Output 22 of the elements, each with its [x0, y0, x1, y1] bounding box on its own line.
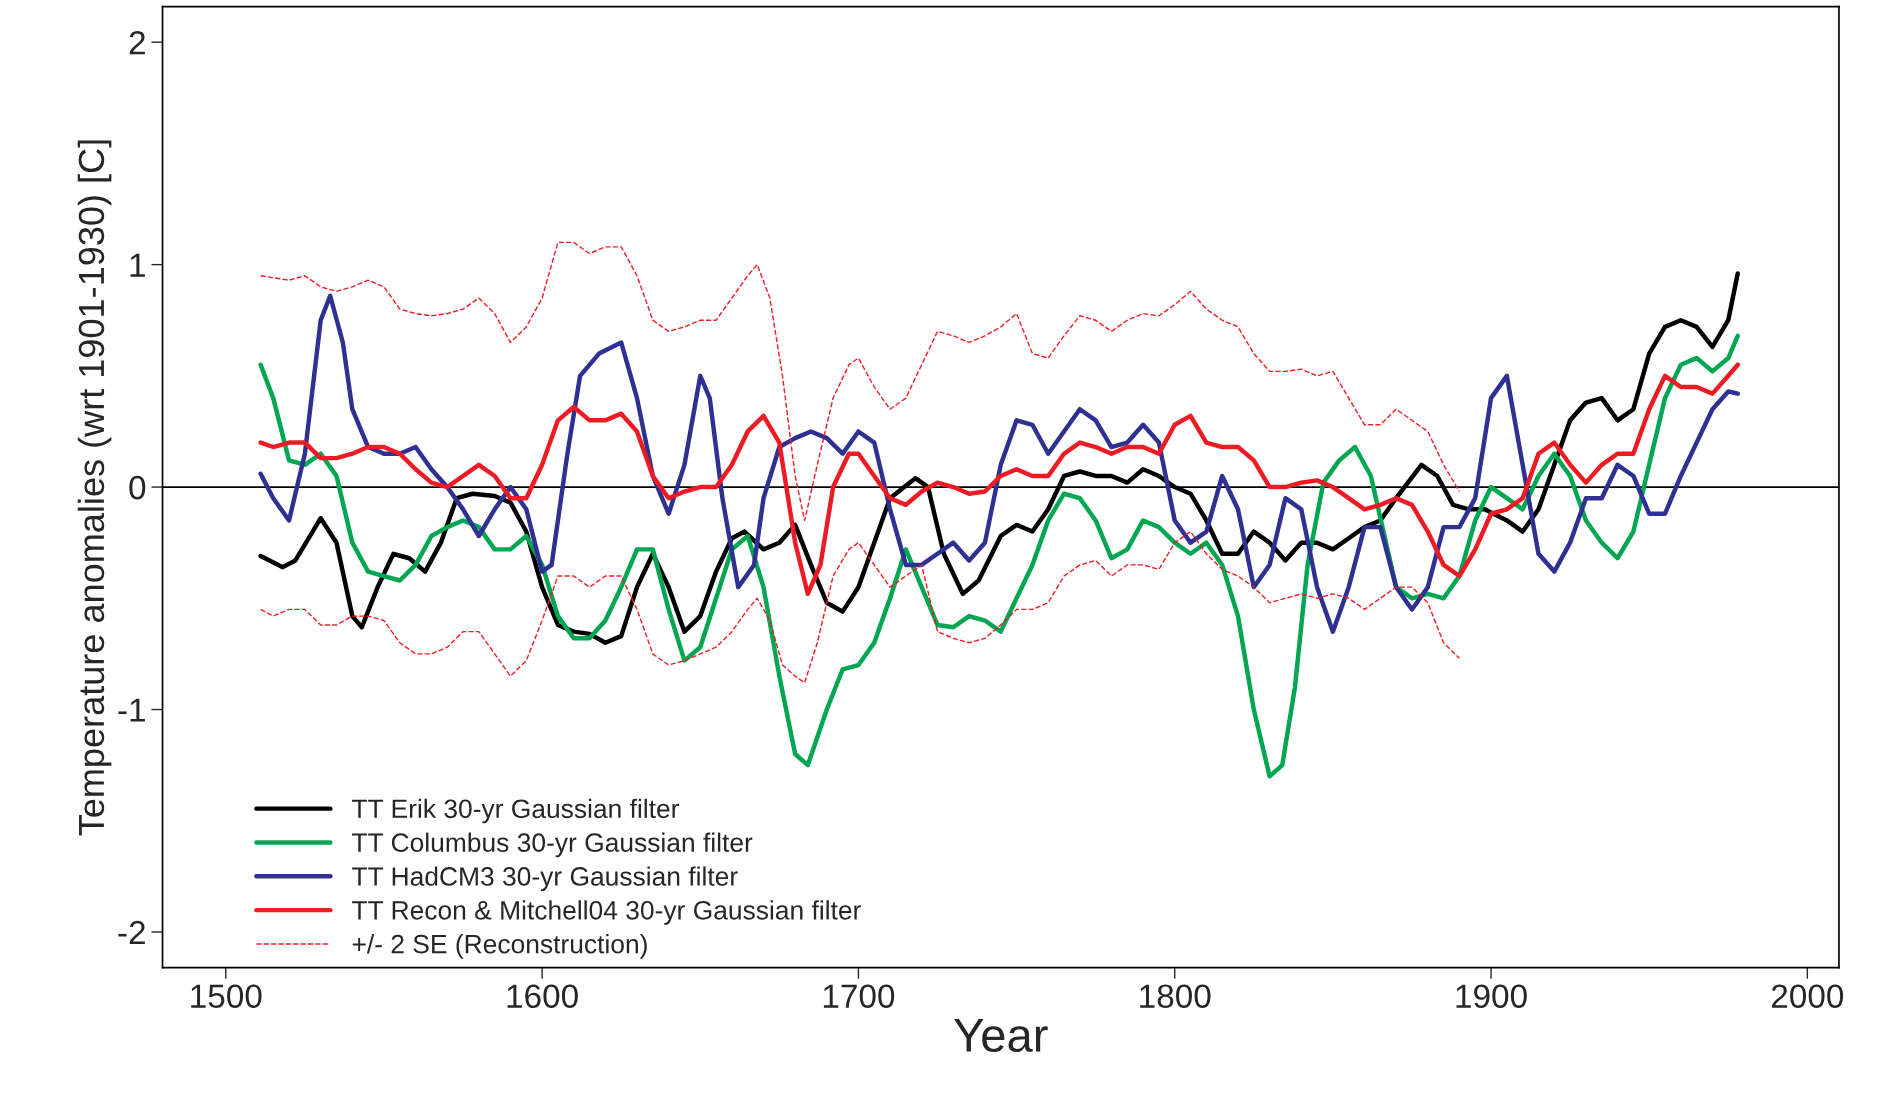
y-tick-label: 1 — [130, 253, 145, 277]
line-series — [259, 241, 1461, 522]
x-tick-label: 2000 — [1771, 984, 1844, 1009]
line-series — [258, 333, 1740, 779]
line-series — [259, 530, 1461, 684]
line-series — [258, 362, 1740, 597]
legend-label: TT Columbus 30-yr Gaussian filter — [352, 832, 753, 858]
x-tick-label: 1600 — [507, 984, 578, 1009]
x-tick-label: 1900 — [1456, 984, 1527, 1009]
y-axis-title: Temperature anomalies (wrt 1901-1930) [C] — [77, 140, 112, 836]
y-tick-label: 0 — [129, 475, 146, 500]
legend-label: +/- 2 SE (Reconstruction) — [352, 934, 647, 959]
x-tick-label: 1500 — [191, 984, 262, 1009]
x-tick-label: 1800 — [1140, 984, 1211, 1009]
x-axis-title: Year — [954, 1019, 1048, 1053]
y-tick-label: 2 — [129, 30, 145, 55]
legend-label: TT HadCM3 30-yr Gaussian filter — [352, 866, 738, 892]
y-tick-label: -2 — [118, 920, 145, 945]
legend-label: TT Erik 30-yr Gaussian filter — [352, 798, 680, 824]
y-tick-label: -1 — [118, 698, 145, 722]
x-tick-label: 1700 — [823, 984, 895, 1009]
legend-label: TT Recon & Mitchell04 30-yr Gaussian filter — [352, 900, 861, 925]
